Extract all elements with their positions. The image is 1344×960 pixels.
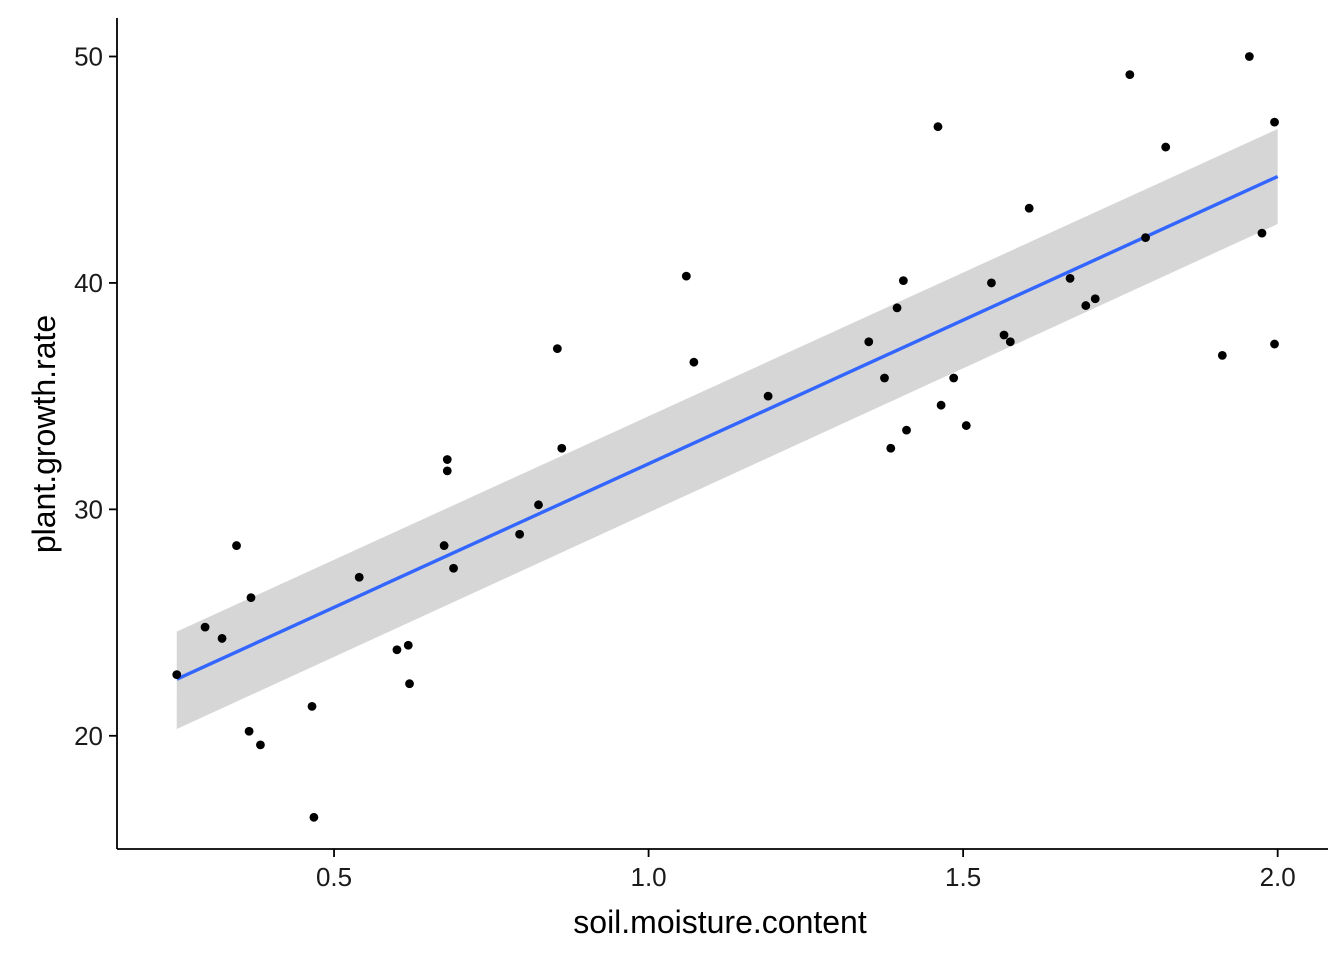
- data-point: [534, 500, 543, 510]
- regression-line: [176, 174, 1279, 681]
- data-point: [987, 278, 996, 288]
- data-point: [999, 330, 1009, 340]
- data-point: [880, 373, 889, 383]
- y-axis-title: plant.growth.rate: [26, 315, 62, 553]
- regression-line-layer: [176, 174, 1279, 681]
- axes-layer: [116, 18, 1328, 850]
- x-tick-label: 0.5: [316, 862, 352, 892]
- data-point: [392, 645, 402, 655]
- data-point: [515, 529, 525, 539]
- data-point: [1161, 142, 1171, 152]
- x-axis-title: soil.moisture.content: [573, 904, 867, 940]
- data-point: [405, 679, 414, 689]
- data-point: [200, 622, 210, 632]
- data-point: [557, 443, 567, 453]
- data-point: [1270, 339, 1279, 349]
- data-point: [892, 303, 902, 313]
- data-point: [689, 357, 699, 367]
- data-point: [1270, 117, 1279, 127]
- data-point: [442, 466, 452, 476]
- data-point: [898, 276, 908, 286]
- data-point: [442, 455, 452, 464]
- data-point: [1257, 228, 1267, 238]
- data-point: [232, 541, 241, 550]
- data-point: [1065, 273, 1075, 283]
- y-tick-label: 20: [74, 721, 103, 751]
- data-point: [936, 400, 946, 410]
- data-point: [1217, 350, 1227, 360]
- y-tick-label: 30: [74, 494, 103, 524]
- data-point: [403, 640, 413, 650]
- data-point: [172, 670, 182, 680]
- data-point: [246, 593, 256, 603]
- data-point: [439, 541, 449, 550]
- data-point: [763, 391, 773, 401]
- data-point: [1090, 294, 1100, 304]
- ticks-layer: 0.5 1.0 1.5 2.0 20 30 40 50: [74, 41, 1296, 892]
- data-point: [1024, 203, 1034, 213]
- data-point: [933, 122, 943, 132]
- data-point: [256, 740, 265, 750]
- x-tick-label: 1.5: [945, 862, 981, 892]
- y-tick-label: 40: [74, 268, 103, 298]
- data-point: [449, 563, 458, 573]
- data-points-layer: [172, 52, 1279, 822]
- y-tick-label: 50: [74, 41, 103, 71]
- data-point: [681, 271, 691, 281]
- data-point: [552, 344, 562, 353]
- x-tick-label: 1.0: [631, 862, 667, 892]
- data-point: [949, 373, 959, 383]
- data-point: [1141, 233, 1150, 243]
- data-point: [1125, 70, 1135, 80]
- data-point: [354, 572, 364, 582]
- data-point: [244, 726, 254, 736]
- data-point: [307, 701, 317, 711]
- data-point: [961, 421, 971, 430]
- data-point: [309, 812, 319, 822]
- data-point: [1081, 301, 1091, 310]
- data-point: [886, 443, 896, 453]
- data-point: [902, 425, 911, 435]
- data-point: [864, 337, 874, 347]
- data-point: [1005, 337, 1015, 347]
- data-point: [1244, 52, 1254, 61]
- data-point: [217, 634, 227, 643]
- x-tick-label: 2.0: [1260, 862, 1296, 892]
